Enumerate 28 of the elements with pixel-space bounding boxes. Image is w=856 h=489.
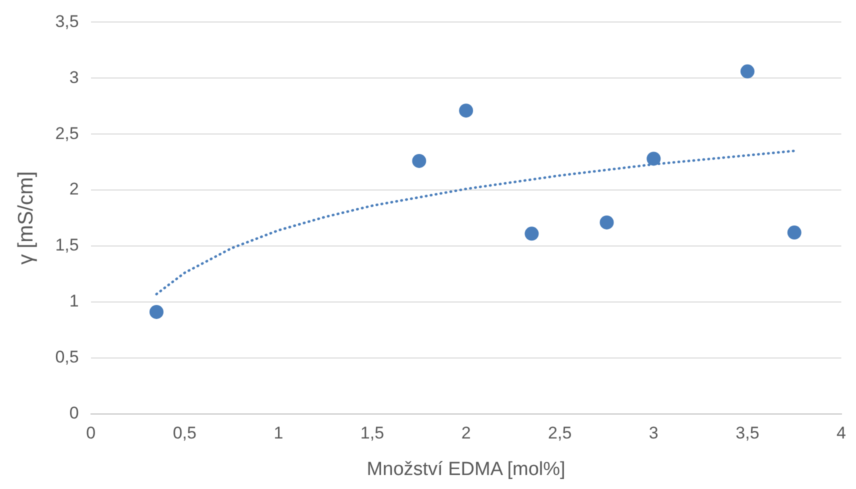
point bbox=[787, 226, 802, 240]
point bbox=[524, 226, 539, 241]
y-tick-label: 2 bbox=[69, 180, 79, 199]
x-tick-label: 4 bbox=[836, 424, 846, 443]
y-tick-label: 3,5 bbox=[55, 12, 79, 31]
x-tick-label: 0,5 bbox=[172, 424, 196, 443]
x-tick-label: 2 bbox=[461, 424, 471, 443]
point bbox=[412, 154, 426, 168]
point bbox=[646, 152, 661, 166]
point bbox=[149, 304, 164, 319]
x-axis-title: Množství EDMA [mol%] bbox=[366, 458, 566, 480]
y-tick-label: 1,5 bbox=[55, 236, 79, 255]
x-tick-label: 3,5 bbox=[736, 424, 760, 443]
point bbox=[740, 64, 754, 78]
y-axis-title: γ [mS/cm] bbox=[14, 171, 38, 265]
y-tick-label: 3 bbox=[69, 68, 79, 87]
y-tick-label: 0 bbox=[69, 403, 79, 422]
x-tick-label: 1 bbox=[274, 424, 284, 443]
x-tick-label: 3 bbox=[648, 424, 658, 443]
y-tick-label: 1 bbox=[69, 292, 79, 311]
x-tick-label: 2,5 bbox=[548, 424, 572, 443]
y-tick-label: 2,5 bbox=[55, 124, 79, 143]
y-tick-label: 0,5 bbox=[55, 348, 79, 367]
x-tick-label: 1,5 bbox=[360, 424, 384, 443]
line-series bbox=[155, 150, 796, 296]
x-tick-label: 0 bbox=[86, 424, 96, 443]
point bbox=[459, 104, 474, 118]
point bbox=[600, 215, 614, 230]
